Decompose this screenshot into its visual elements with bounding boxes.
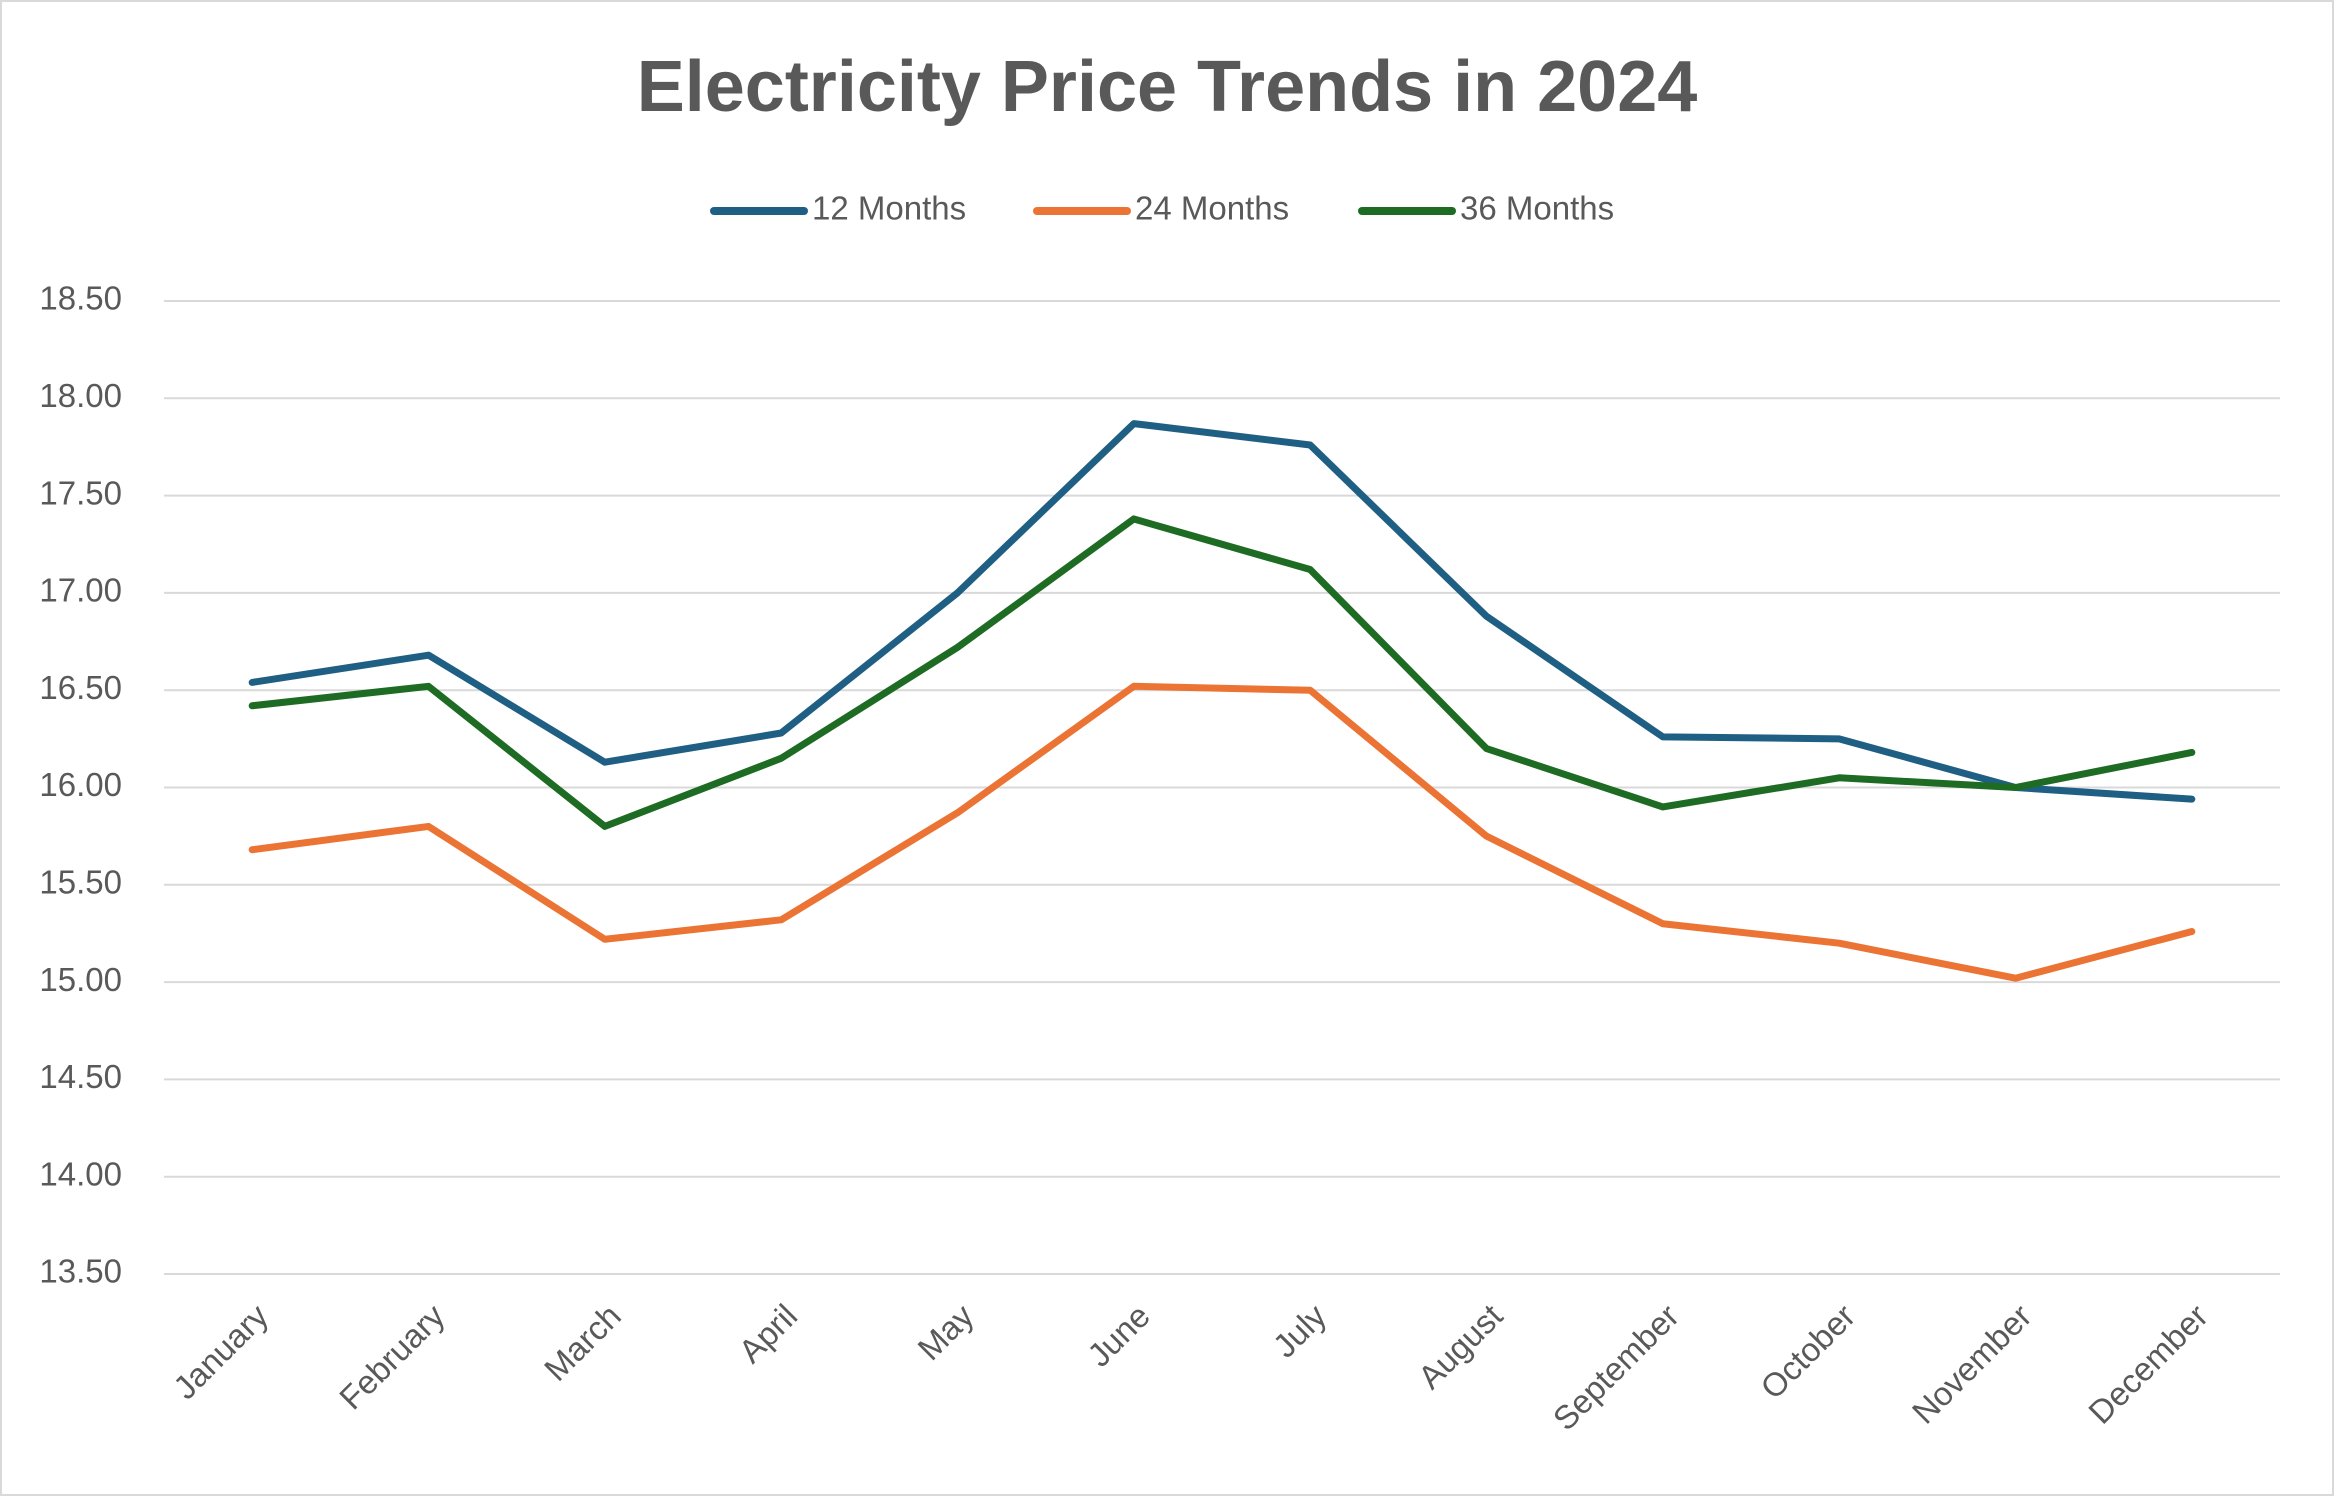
legend-label: 12 Months [812,190,966,227]
y-tick-label: 14.50 [39,1058,122,1095]
series-line [248,420,2196,803]
chart-title: Electricity Price Trends in 2024 [637,47,1698,127]
y-tick-label: 17.50 [39,474,122,511]
y-tick-label: 18.00 [39,377,122,414]
y-tick-label: 16.00 [39,766,122,803]
y-tick-label: 16.50 [39,669,122,706]
y-tick-label: 14.00 [39,1155,122,1192]
series-line [248,515,2196,830]
series-line [248,682,2196,982]
y-tick-label: 18.50 [39,280,122,317]
legend-label: 36 Months [1460,190,1614,227]
y-tick-label: 15.50 [39,864,122,901]
y-tick-label: 15.00 [39,961,122,998]
legend-label: 24 Months [1135,190,1289,227]
y-tick-label: 13.50 [39,1253,122,1290]
y-tick-label: 17.00 [39,572,122,609]
